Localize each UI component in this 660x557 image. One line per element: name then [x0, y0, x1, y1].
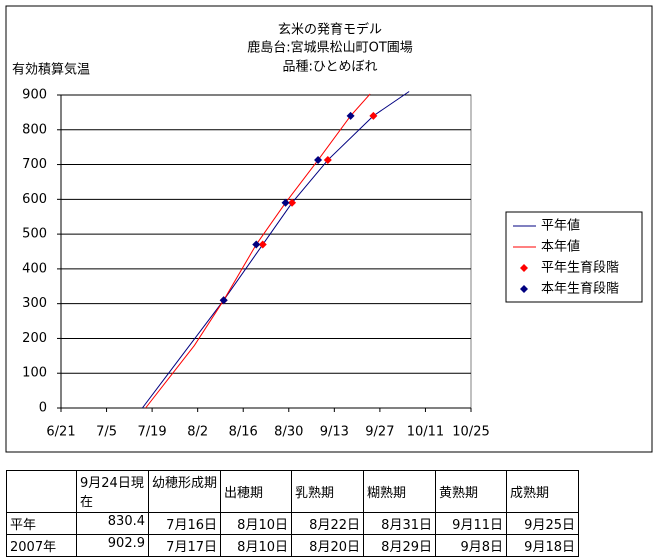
- chart-title: 鹿島台:宮城県松山町OT圃場: [247, 40, 413, 56]
- y-tick-label: 600: [22, 192, 47, 207]
- y-tick-label: 100: [22, 366, 47, 381]
- x-tick-label: 9/13: [320, 425, 349, 440]
- table-header: 乳熟期: [291, 470, 364, 513]
- y-tick-label: 300: [22, 296, 47, 311]
- cell: 8月29日: [363, 534, 436, 557]
- x-tick-label: 8/16: [229, 425, 258, 440]
- cell: 9月25日: [506, 512, 579, 535]
- cell: 8月20日: [291, 534, 364, 557]
- table-header: 幼穂形成期: [148, 470, 221, 513]
- y-tick-label: 200: [22, 331, 47, 346]
- point: [252, 240, 261, 249]
- chart-title: 品種:ひとめぼれ: [283, 59, 378, 75]
- x-tick-label: 8/30: [274, 425, 303, 440]
- line: [145, 93, 371, 409]
- cell: 7月16日: [148, 512, 221, 535]
- x-tick-label: 7/19: [138, 425, 167, 440]
- x-tick-label: 9/27: [365, 425, 394, 440]
- data-table: 9月24日現在 幼穂形成期 出穂期 乳熟期 糊熟期 黄熟期 成熟期 平年 830…: [6, 470, 579, 557]
- cell: 8月22日: [291, 512, 364, 535]
- x-tick-label: 8/2: [187, 425, 208, 440]
- y-tick-label: 500: [22, 227, 47, 242]
- row-label: 2007年: [6, 534, 77, 557]
- point: [314, 156, 323, 165]
- x-tick-label: 7/5: [96, 425, 117, 440]
- cell: 9月8日: [435, 534, 507, 557]
- cell: 830.4: [76, 512, 149, 535]
- table-header: 黄熟期: [435, 470, 507, 513]
- legend-marker: [520, 264, 528, 272]
- chart-title: 玄米の発育モデル: [278, 22, 382, 38]
- point: [281, 198, 290, 207]
- y-tick-label: 700: [22, 157, 47, 172]
- legend-marker: [520, 285, 528, 293]
- y-tick-label: 400: [22, 261, 47, 276]
- table-header: 出穂期: [220, 470, 292, 513]
- y-tick-label: 0: [39, 401, 47, 416]
- legend-label: 本年生育段階: [541, 281, 619, 297]
- row-label: 平年: [6, 512, 77, 535]
- y-tick-label: 800: [22, 122, 47, 137]
- y-tick-label: 900: [22, 88, 47, 103]
- x-tick-label: 10/25: [452, 425, 489, 440]
- point: [258, 240, 267, 249]
- table-header: 成熟期: [506, 470, 579, 513]
- cell: 8月31日: [363, 512, 436, 535]
- point: [369, 111, 378, 120]
- y-axis-label: 有効積算気温: [12, 62, 90, 78]
- point: [346, 111, 355, 120]
- cell: 8月10日: [220, 512, 292, 535]
- table-header: 9月24日現在: [76, 470, 149, 513]
- table-header: 糊熟期: [363, 470, 436, 513]
- legend-label: 本年値: [541, 239, 580, 255]
- x-tick-label: 6/21: [46, 425, 75, 440]
- cell: 902.9: [76, 534, 149, 557]
- legend-label: 平年値: [541, 218, 580, 234]
- legend-label: 平年生育段階: [541, 260, 619, 276]
- legend: [505, 211, 643, 303]
- cell: 7月17日: [148, 534, 221, 557]
- chart: 玄米の発育モデル 鹿島台:宮城県松山町OT圃場 品種:ひとめぼれ 有効積算気温 …: [5, 5, 653, 453]
- plot-area: [60, 94, 472, 409]
- cell: 9月11日: [435, 512, 507, 535]
- table-header: [6, 470, 77, 513]
- x-tick-label: 10/11: [407, 425, 444, 440]
- point: [323, 156, 332, 165]
- cell: 9月18日: [506, 534, 579, 557]
- point: [288, 198, 297, 207]
- cell: 8月10日: [220, 534, 292, 557]
- point: [219, 296, 228, 305]
